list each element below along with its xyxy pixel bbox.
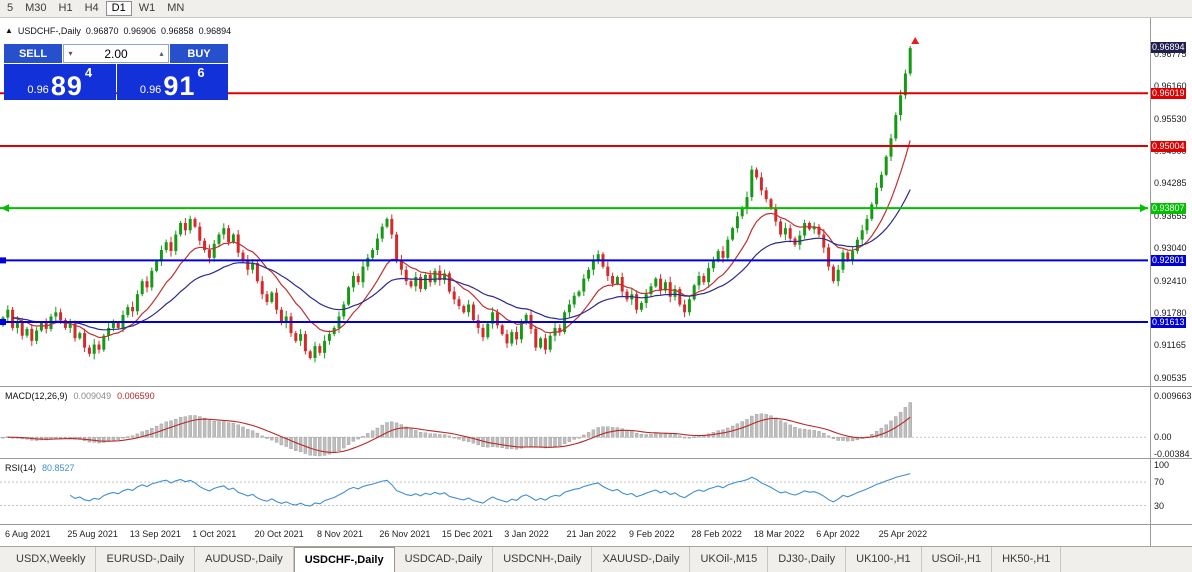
timeframe-button-mn[interactable]: MN	[167, 2, 185, 14]
price-level-tag: 0.91613	[1151, 316, 1186, 328]
chart-tabs-bar: USDX,Weekly EURUSD-,Daily AUDUSD-,Daily USD…	[0, 546, 1192, 572]
rsi-axis-label: 70	[1154, 477, 1165, 488]
volume-value[interactable]: 2.00	[104, 46, 128, 61]
volume-decrease-button[interactable]: ▾	[68, 49, 73, 58]
current-price-tag: 0.96894	[1151, 42, 1186, 54]
sell-button[interactable]: SELL	[4, 44, 62, 63]
timeframe-button-m30[interactable]: M30	[25, 2, 47, 14]
one-click-trading-panel: SELL ▾ 2.00 ▴ BUY 0.96 89 4 0.96 91 6	[4, 44, 228, 100]
timeframe-button-w1[interactable]: W1	[138, 2, 156, 14]
chart-tab-xauusd[interactable]: XAUUSD-,Daily	[592, 547, 691, 572]
bid-price-pip-digit: 4	[84, 65, 93, 80]
chart-tab-ukoil[interactable]: UKOil-,M15	[690, 547, 769, 572]
price-level-tag: 0.92801	[1151, 254, 1186, 266]
chart-tab-usdcad[interactable]: USDCAD-,Daily	[395, 547, 494, 572]
date-axis-label: 6 Aug 2021	[5, 529, 51, 539]
timeframe-button-h1[interactable]: H1	[58, 2, 73, 14]
price-axis-label: 0.95530	[1154, 113, 1187, 124]
bid-price-big-digits: 89	[50, 71, 83, 101]
candlesticks-layer	[1, 46, 912, 363]
timeframe-button-d1[interactable]: D1	[105, 1, 132, 16]
macd-signal-value: 0.006590	[117, 391, 155, 401]
chart-tab-usdcnh[interactable]: USDCNH-,Daily	[493, 547, 593, 572]
price-axis-label: 0.92410	[1154, 275, 1187, 286]
price-axis-label: 0.91780	[1154, 308, 1187, 319]
price-axis-label: 0.96775	[1154, 49, 1187, 60]
chart-tab-usdx[interactable]: USDX,Weekly	[6, 547, 97, 572]
date-axis-label: 28 Feb 2022	[691, 529, 742, 539]
macd-axis-label: -0.00384	[1154, 448, 1190, 459]
tick-direction-icon: ▲	[5, 26, 13, 35]
buy-price-button[interactable]: 0.96 91 6	[116, 64, 228, 101]
rsi-indicator-label: RSI(14) 80.8527	[5, 463, 75, 473]
timeframe-button-5[interactable]: 5	[7, 2, 14, 14]
sell-price-button[interactable]: 0.96 89 4	[4, 64, 116, 100]
date-axis-label: 1 Oct 2021	[192, 529, 237, 539]
buy-button[interactable]: BUY	[170, 44, 228, 63]
date-axis-label: 21 Jan 2022	[566, 529, 617, 539]
macd-histogram	[1, 402, 912, 457]
date-axis-label: 6 Apr 2022	[816, 529, 860, 539]
ma-slow-line	[12, 189, 911, 331]
rsi-line	[69, 473, 911, 507]
price-level-tag: 0.95004	[1151, 140, 1186, 152]
ma-fast-line	[12, 140, 911, 339]
price-level-tag: 0.93807	[1151, 202, 1186, 214]
chart-symbol-period: USDCHF-,Daily	[17, 26, 81, 36]
volume-stepper[interactable]: ▾ 2.00 ▴	[63, 44, 169, 63]
macd-axis-label: 0.00	[1154, 432, 1172, 443]
rsi-axis-label: 30	[1154, 500, 1165, 511]
price-axis-label: 0.91165	[1154, 340, 1186, 351]
chart-tab-usdchf[interactable]: USDCHF-,Daily	[293, 547, 395, 572]
ohlc-close: 0.96894	[198, 26, 232, 36]
macd-indicator-label: MACD(12,26,9) 0.009049 0.006590	[5, 391, 155, 401]
macd-name: MACD(12,26,9)	[5, 391, 68, 401]
date-axis-label: 18 Mar 2022	[753, 529, 805, 539]
price-axis-label: 0.90535	[1154, 372, 1187, 383]
horizontal-level-lines[interactable]	[0, 92, 1148, 325]
volume-increase-button[interactable]: ▴	[159, 49, 164, 58]
ohlc-open: 0.96870	[85, 26, 119, 36]
date-axis-label: 9 Feb 2022	[629, 529, 675, 539]
price-axis-label: 0.93655	[1154, 211, 1187, 222]
price-chart-canvas[interactable]	[0, 18, 1192, 546]
date-axis-label: 15 Dec 2021	[441, 529, 493, 539]
macd-axis-label: 0.009663	[1154, 390, 1192, 401]
price-axis-label: 0.96160	[1154, 81, 1187, 91]
rsi-name: RSI(14)	[5, 463, 37, 473]
rsi-value: 80.8527	[42, 463, 75, 473]
price-axis-label: 0.94285	[1154, 178, 1187, 189]
chart-tab-dj30[interactable]: DJ30-,Daily	[768, 547, 847, 572]
chart-ohlc-header: ▲ USDCHF-,Daily 0.96870 0.96906 0.96858 …	[5, 26, 231, 36]
rsi-axis-label: 100	[1154, 459, 1170, 470]
chart-tab-usoil[interactable]: USOil-,H1	[922, 547, 993, 572]
timeframe-bar: 5 M30 H1 H4 D1 W1 MN	[0, 0, 1192, 18]
chart-tab-uk100[interactable]: UK100-,H1	[846, 547, 922, 572]
macd-signal-line	[7, 416, 911, 453]
price-spike-arrow-icon	[911, 37, 920, 44]
date-axis-label: 8 Nov 2021	[317, 529, 364, 539]
timeframe-button-h4[interactable]: H4	[84, 2, 99, 14]
pane-separators	[0, 18, 1192, 546]
date-axis-label: 26 Nov 2021	[379, 529, 431, 539]
ask-price-big-digits: 91	[163, 71, 196, 101]
ask-price-prefix: 0.96	[139, 84, 162, 96]
date-axis-label: 20 Oct 2021	[254, 529, 304, 539]
ask-price-pip-digit: 6	[197, 65, 205, 80]
date-axis-label: 25 Apr 2022	[878, 529, 928, 539]
chart-tab-audusd[interactable]: AUDUSD-,Daily	[195, 547, 294, 572]
bid-price-prefix: 0.96	[27, 84, 49, 96]
date-axis-label: 25 Aug 2021	[67, 529, 118, 539]
macd-main-value: 0.009049	[73, 391, 112, 401]
date-axis-label: 13 Sep 2021	[129, 529, 181, 539]
date-axis-label: 3 Jan 2022	[504, 529, 549, 539]
price-level-tag: 0.96019	[1151, 87, 1186, 99]
price-axis-label: 0.93040	[1154, 242, 1187, 253]
chart-tab-eurusd[interactable]: EURUSD-,Daily	[96, 547, 196, 572]
chart-area[interactable]: ▲ USDCHF-,Daily 0.96870 0.96906 0.96858 …	[0, 18, 1192, 546]
chart-tab-hk50[interactable]: HK50-,H1	[992, 547, 1062, 572]
ohlc-low: 0.96858	[161, 26, 194, 36]
ohlc-high: 0.96906	[123, 26, 157, 36]
